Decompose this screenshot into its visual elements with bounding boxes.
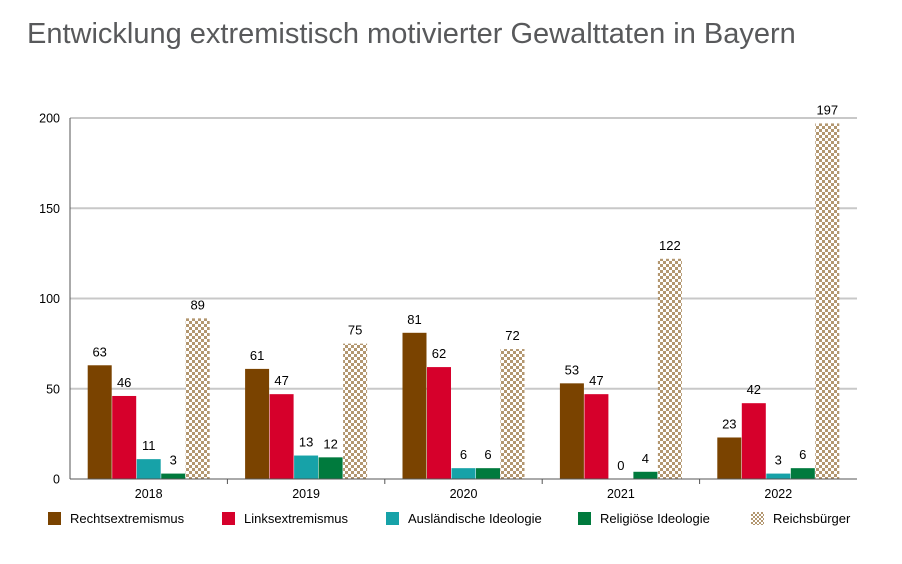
x-tick-label: 2018: [135, 487, 163, 501]
bar-religi-se-ideologie-2022: [790, 468, 815, 479]
bar-ausl-ndische-ideologie-2018: [136, 459, 161, 479]
bar-rechtsextremismus-2021: [559, 383, 584, 479]
data-label: 3: [775, 453, 782, 468]
legend-label: Rechtsextremismus: [70, 511, 185, 526]
bar-linksextremismus-2018: [112, 395, 137, 479]
bar-reichsb-rger-2019: [343, 343, 368, 479]
bar-linksextremismus-2022: [741, 403, 766, 479]
data-label: 61: [250, 348, 264, 363]
data-label: 47: [274, 373, 288, 388]
legend-swatch: [578, 512, 591, 525]
bar-ausl-ndische-ideologie-2020: [451, 468, 476, 479]
bar-rechtsextremismus-2022: [717, 437, 742, 479]
bar-rechtsextremismus-2019: [245, 368, 270, 479]
x-tick-label: 2022: [764, 487, 792, 501]
y-tick-label: 150: [39, 202, 60, 216]
x-tick-label: 2019: [292, 487, 320, 501]
legend-swatch: [751, 512, 764, 525]
bar-reichsb-rger-2022: [815, 123, 840, 479]
data-label: 81: [407, 312, 421, 327]
legend-label: Linksextremismus: [244, 511, 349, 526]
bar-religi-se-ideologie-2020: [476, 468, 500, 479]
data-label: 13: [299, 435, 313, 450]
x-tick-label: 2021: [607, 487, 635, 501]
data-label: 11: [142, 438, 156, 453]
bar-reichsb-rger-2021: [657, 258, 682, 479]
bars: [87, 123, 840, 479]
legend-swatch: [386, 512, 399, 525]
y-tick-label: 200: [39, 112, 60, 126]
legend-label: Religiöse Ideologie: [600, 511, 710, 526]
x-tick-label: 2020: [450, 487, 478, 501]
data-label: 89: [190, 297, 204, 312]
bar-religi-se-ideologie-2019: [318, 457, 343, 479]
bar-reichsb-rger-2018: [185, 318, 210, 479]
data-label: 75: [348, 323, 362, 338]
legend-swatch: [48, 512, 61, 525]
legend-label: Ausländische Ideologie: [408, 511, 542, 526]
data-label: 6: [484, 447, 491, 462]
legend-item-rechtsextremismus: Rechtsextremismus: [48, 511, 184, 526]
bar-linksextremismus-2021: [584, 394, 609, 479]
data-label: 12: [323, 436, 337, 451]
data-label: 23: [722, 416, 736, 431]
data-label: 53: [565, 362, 579, 377]
data-label: 72: [505, 328, 519, 343]
data-label: 63: [92, 344, 106, 359]
data-label: 47: [589, 373, 603, 388]
data-label: 62: [432, 346, 446, 361]
bar-religi-se-ideologie-2018: [161, 473, 186, 479]
legend-item-reichsb-rger: Reichsbürger: [751, 511, 850, 526]
y-tick-label: 100: [39, 292, 60, 306]
legend-swatch: [222, 512, 235, 525]
legend-item-ausl-ndische-ideologie: Ausländische Ideologie: [386, 511, 542, 526]
legend: Rechtsextremismus Linksextremismus Ausländ…: [0, 511, 902, 541]
bar-ausl-ndische-ideologie-2019: [294, 455, 319, 479]
data-label: 0: [617, 458, 624, 473]
data-label: 6: [460, 447, 467, 462]
data-label: 197: [816, 102, 838, 117]
data-label: 3: [170, 453, 177, 468]
axes: 0 50 100 150 200 2018 2019 2020 2021 2022: [39, 112, 857, 501]
legend-item-religi-se-ideologie: Religiöse Ideologie: [578, 511, 710, 526]
bar-rechtsextremismus-2018: [87, 365, 112, 479]
y-tick-label: 0: [53, 473, 60, 487]
legend-item-linksextremismus: Linksextremismus: [222, 511, 348, 526]
data-label: 46: [117, 375, 131, 390]
bar-reichsb-rger-2020: [500, 349, 525, 479]
chart-title: Entwicklung extremistisch motivierter Ge…: [27, 18, 796, 50]
data-label: 4: [642, 451, 649, 466]
legend-label: Reichsbürger: [773, 511, 851, 526]
bar-ausl-ndische-ideologie-2022: [766, 473, 791, 479]
bar-religi-se-ideologie-2021: [633, 471, 658, 479]
bar-linksextremismus-2019: [269, 394, 294, 479]
y-tick-label: 50: [46, 382, 60, 396]
data-label: 42: [747, 382, 761, 397]
bar-linksextremismus-2020: [427, 367, 451, 479]
bar-rechtsextremismus-2020: [402, 332, 427, 479]
data-label: 122: [659, 238, 681, 253]
data-label: 6: [799, 447, 806, 462]
